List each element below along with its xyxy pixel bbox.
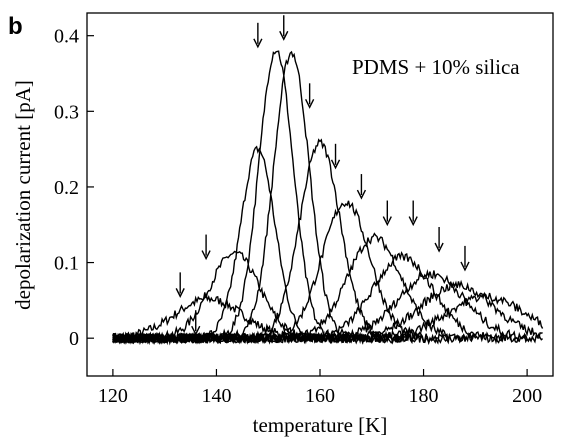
marker-arrow-1 [175, 272, 185, 298]
sample-annotation: PDMS + 10% silica [352, 55, 520, 79]
y-tick-label: 0.2 [54, 177, 79, 199]
marker-arrow-9 [408, 200, 418, 227]
marker-arrow-12 [191, 310, 201, 336]
arrow-group [175, 15, 470, 336]
x-tick-label: 160 [305, 385, 335, 407]
series-line-12 [112, 292, 544, 346]
y-axis-title: depolarization current [pA] [11, 80, 35, 310]
marker-arrow-8 [382, 200, 392, 227]
x-axis-ticks: 120 140 160 180 200 [98, 369, 542, 407]
marker-arrow-5 [305, 83, 315, 109]
y-tick-label: 0.1 [54, 253, 79, 275]
panel-label: b [8, 13, 23, 40]
x-tick-label: 140 [201, 385, 231, 407]
marker-arrow-3 [253, 22, 263, 49]
series-line-6 [112, 138, 451, 346]
y-tick-label: 0.3 [54, 101, 79, 123]
marker-arrow-4 [279, 15, 289, 41]
x-tick-label: 120 [98, 385, 128, 407]
curve-group [112, 50, 544, 346]
marker-arrow-7 [356, 174, 367, 200]
marker-arrow-10 [434, 227, 444, 253]
x-tick-label: 200 [512, 385, 542, 407]
marker-arrow-2 [201, 234, 211, 261]
marker-arrow-11 [460, 245, 470, 272]
x-axis-title: temperature [K] [253, 413, 388, 437]
marker-arrow-6 [330, 143, 341, 170]
y-tick-label: 0.4 [54, 26, 79, 48]
y-tick-label: 0 [69, 328, 79, 350]
x-tick-label: 180 [409, 385, 439, 407]
y-axis-ticks: 0 0.1 0.2 0.3 0.4 [54, 26, 94, 350]
